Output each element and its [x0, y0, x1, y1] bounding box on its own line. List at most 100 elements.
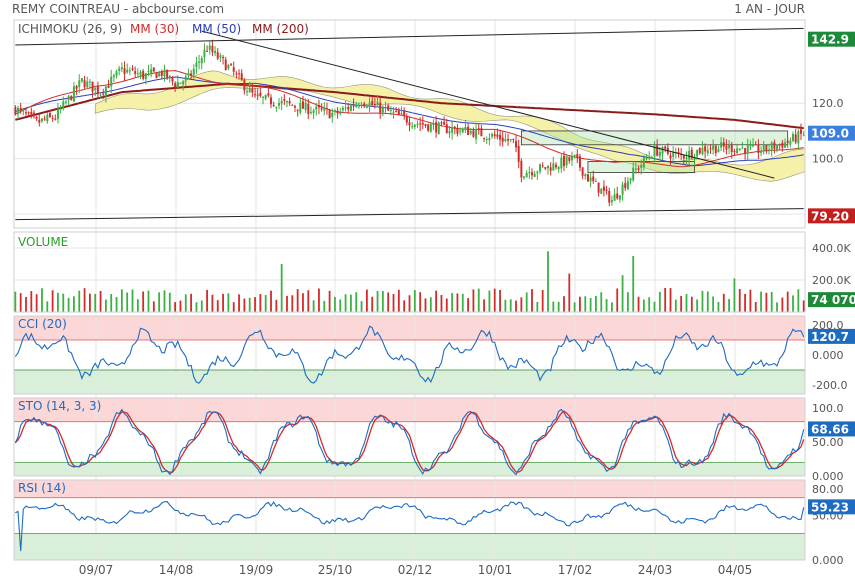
candle-body — [640, 165, 643, 168]
candle-body — [139, 71, 142, 76]
volume-bar — [770, 291, 773, 312]
candle-body — [107, 85, 110, 88]
candle-body — [246, 91, 249, 93]
volume-bar — [488, 290, 491, 312]
candle-body — [592, 176, 595, 182]
legend-item: ICHIMOKU (26, 9) — [18, 22, 122, 36]
cci-tick-label: 0.000 — [812, 349, 844, 362]
candle-body — [240, 73, 243, 81]
low-price-badge-bg — [808, 208, 855, 224]
x-tick-label: 09/07 — [79, 563, 114, 577]
candle-body — [515, 141, 518, 148]
candle-body — [411, 126, 414, 128]
candle-body — [91, 81, 94, 92]
volume-bar — [658, 291, 661, 312]
volume-bar — [184, 294, 187, 312]
candle-body — [634, 168, 637, 170]
candle-body — [435, 122, 438, 133]
volume-bar — [328, 290, 331, 312]
candle-body — [451, 127, 454, 133]
volume-bar — [467, 298, 469, 312]
candle-body — [483, 137, 486, 139]
candle-body — [48, 113, 51, 117]
volume-bar — [477, 288, 480, 312]
candle-body — [794, 134, 797, 143]
candle-body — [475, 128, 478, 139]
candle-body — [174, 83, 177, 88]
sto-badge: 68.66 — [811, 422, 849, 436]
volume-bar — [728, 299, 730, 312]
volume-bar — [296, 289, 299, 312]
volume-bar — [168, 292, 171, 312]
volume-bar — [595, 295, 597, 312]
candle-body — [168, 75, 171, 77]
candle-body — [581, 167, 584, 176]
candle-body — [701, 147, 704, 155]
candle-body — [179, 82, 182, 84]
candle-body — [682, 155, 685, 159]
volume-bar — [83, 288, 86, 312]
candle-body — [176, 82, 179, 88]
volume-bar — [653, 301, 656, 312]
volume-bar — [642, 299, 645, 312]
candle-body — [706, 150, 709, 154]
volume-bar — [51, 290, 54, 312]
candle-body — [312, 110, 315, 113]
volume-bar — [195, 302, 198, 312]
volume-bar — [717, 301, 720, 312]
sto-tick-label: 100.0 — [812, 402, 844, 415]
volume-bar — [67, 297, 70, 312]
volume-bar — [131, 289, 134, 312]
candle-body — [642, 157, 645, 167]
volume-bar — [381, 290, 384, 312]
candle-body — [688, 150, 691, 160]
x-tick-label: 19/09 — [239, 563, 274, 577]
panel-frame-sto — [13, 397, 806, 477]
candle-body — [16, 107, 19, 115]
volume-bar — [35, 294, 38, 312]
candle-body — [112, 75, 115, 78]
candle-body — [152, 67, 155, 72]
candle-body — [80, 78, 83, 82]
candle-body — [256, 94, 259, 96]
candle-body — [696, 149, 699, 157]
candle-body — [248, 88, 251, 93]
candle-body — [650, 157, 653, 159]
candle-body — [296, 109, 299, 111]
trendline — [201, 30, 775, 179]
candle-body — [94, 87, 97, 90]
candle-body — [733, 151, 736, 153]
candle-body — [293, 106, 296, 108]
candle-body — [464, 126, 467, 130]
candle-body — [75, 85, 78, 89]
candle-body — [64, 101, 67, 103]
volume-bar — [531, 289, 533, 312]
candle-body — [789, 140, 792, 145]
candle-body — [376, 101, 379, 106]
volume-bar — [270, 290, 272, 312]
candle-body — [160, 71, 163, 76]
volume-label: VOLUME — [18, 235, 68, 249]
candle-body — [43, 118, 46, 120]
volume-bar — [99, 290, 102, 312]
volume-bar — [611, 302, 613, 312]
volume-bar — [25, 296, 27, 312]
candle-body — [768, 149, 771, 151]
candle-body — [357, 105, 360, 107]
rsi-label: RSI (14) — [18, 481, 66, 495]
candle-body — [520, 160, 523, 178]
candle-body — [320, 108, 323, 110]
candle-body — [70, 96, 73, 101]
candle-body — [781, 142, 784, 148]
candle-body — [40, 118, 43, 122]
volume-bar — [46, 301, 49, 312]
candle-body — [395, 110, 398, 112]
candle-body — [368, 102, 371, 107]
volume-bar — [280, 264, 283, 312]
volume-bar — [626, 292, 629, 312]
volume-bar — [376, 290, 379, 312]
volume-bar — [632, 256, 635, 312]
sto-label: STO (14, 3, 3) — [18, 399, 101, 413]
volume-bar — [520, 297, 523, 312]
